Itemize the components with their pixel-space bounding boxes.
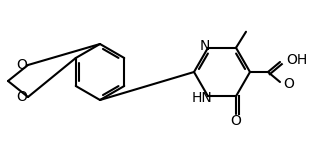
Text: O: O: [17, 90, 28, 104]
Text: O: O: [17, 58, 28, 72]
Text: O: O: [283, 77, 294, 91]
Text: O: O: [231, 114, 241, 128]
Text: HN: HN: [191, 91, 212, 105]
Text: OH: OH: [286, 53, 307, 67]
Text: N: N: [200, 39, 210, 53]
